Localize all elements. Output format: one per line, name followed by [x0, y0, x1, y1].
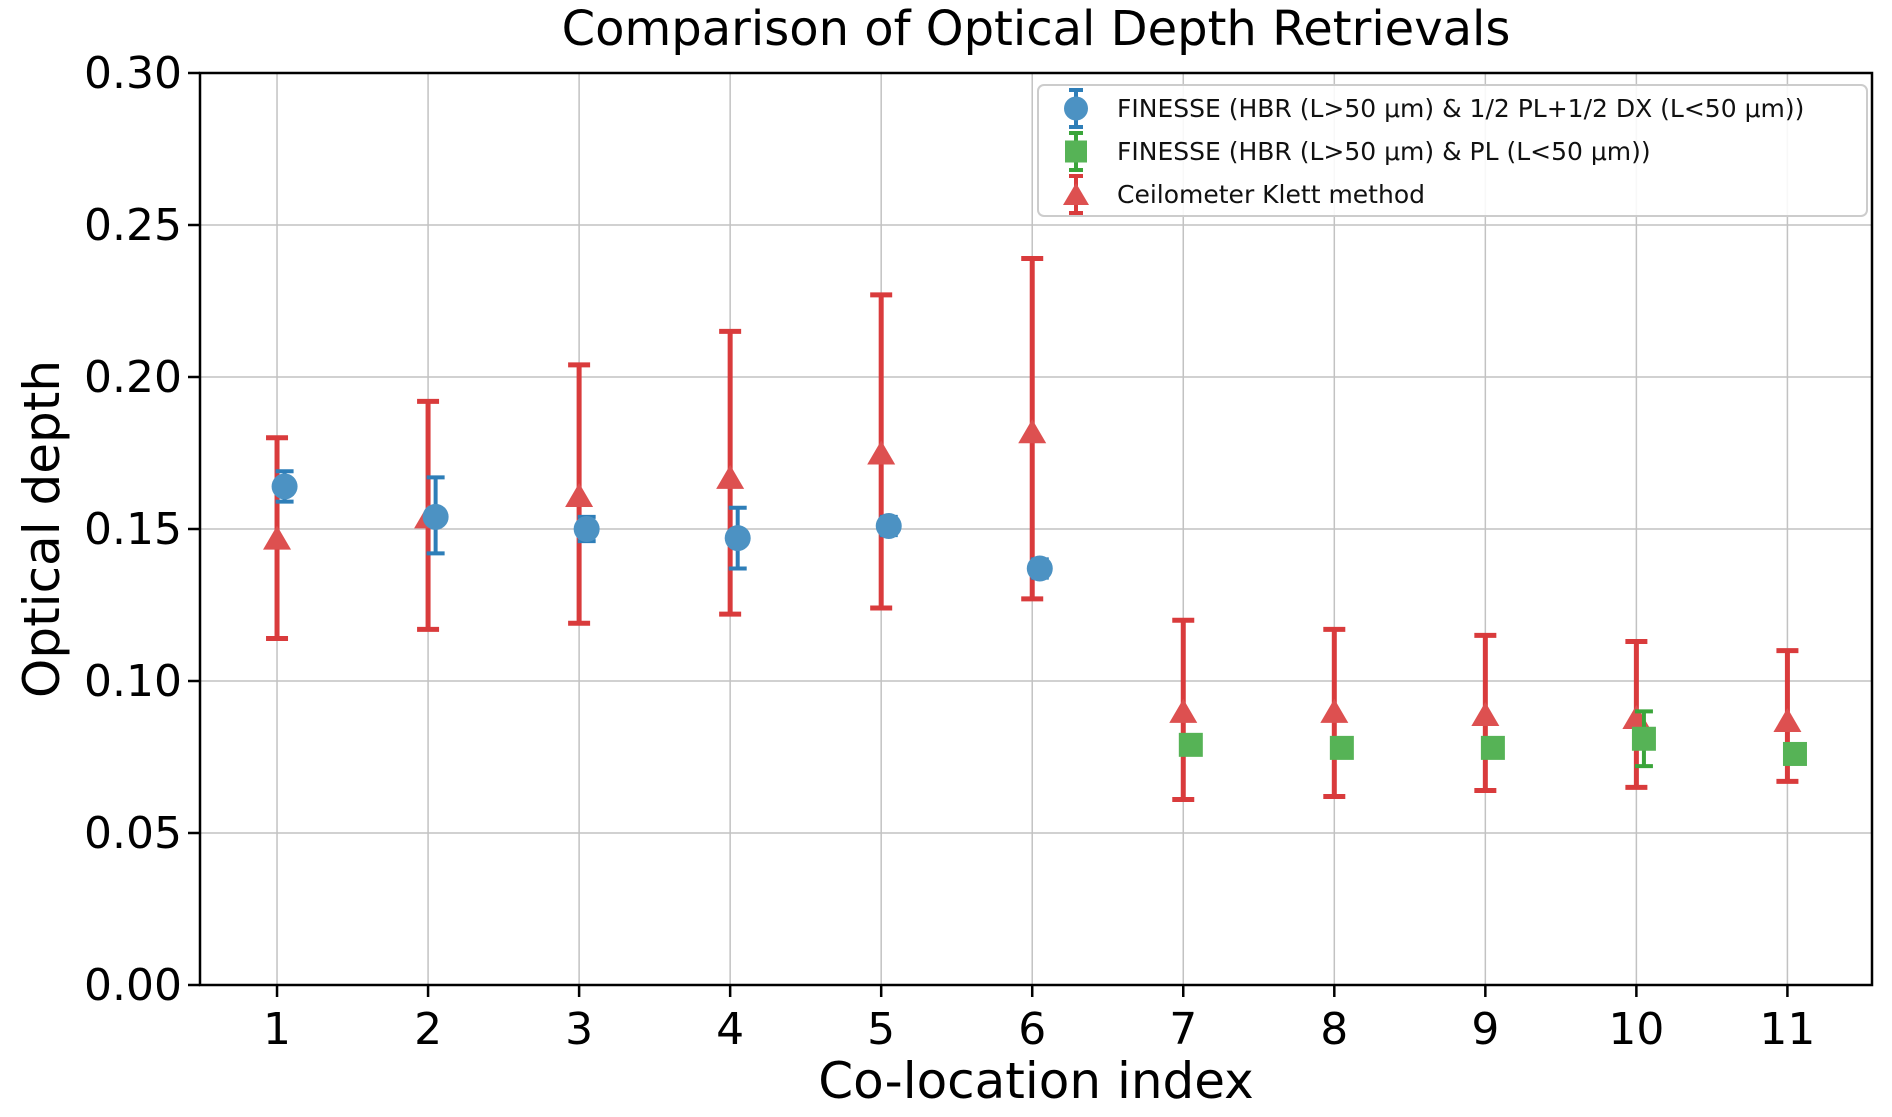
y-axis-label: Optical depth: [13, 359, 71, 699]
marker-square: [1480, 735, 1505, 760]
x-tick-label: 11: [1759, 1004, 1815, 1055]
marker-circle: [724, 525, 751, 552]
marker-circle: [1026, 555, 1053, 582]
x-tick-label: 8: [1320, 1004, 1348, 1055]
y-tick-label: 0.10: [84, 656, 182, 707]
x-tick-label: 4: [716, 1004, 744, 1055]
legend-label: FINESSE (HBR (L>50 μm) & 1/2 PL+1/2 DX (…: [1117, 94, 1805, 123]
x-tick-label: 9: [1471, 1004, 1499, 1055]
legend-row-ceilometer-klett: Ceilometer Klett method: [1053, 173, 1866, 216]
marker-square: [1782, 741, 1807, 766]
marker-triangle: [1320, 698, 1349, 723]
marker-square: [1329, 735, 1354, 760]
errorbar-circle-marker-icon: [1064, 88, 1088, 129]
marker-triangle: [1018, 419, 1047, 444]
marker-triangle: [1773, 708, 1802, 733]
legend-label: Ceilometer Klett method: [1117, 180, 1425, 209]
legend: FINESSE (HBR (L>50 μm) & 1/2 PL+1/2 DX (…: [1037, 84, 1868, 217]
x-tick-label: 5: [867, 1004, 895, 1055]
marker-circle: [271, 473, 298, 500]
x-tick-label: 3: [565, 1004, 593, 1055]
errorbar-triangle-marker-icon: [1063, 174, 1089, 215]
marker-triangle: [1471, 701, 1500, 726]
y-tick-label: 0.05: [84, 808, 182, 859]
marker-circle: [422, 503, 449, 530]
legend-row-finesse-hbr-pl-dx: FINESSE (HBR (L>50 μm) & 1/2 PL+1/2 DX (…: [1053, 87, 1866, 130]
y-tick-label: 0.30: [84, 48, 182, 99]
x-tick-label: 6: [1018, 1004, 1046, 1055]
y-tick-label: 0.00: [84, 960, 182, 1011]
x-tick-label: 10: [1608, 1004, 1664, 1055]
x-tick-label: 1: [263, 1004, 291, 1055]
marker-triangle: [565, 483, 594, 508]
x-tick-label: 2: [414, 1004, 442, 1055]
marker-square: [1178, 732, 1203, 757]
y-tick-label: 0.25: [84, 200, 182, 251]
marker-triangle: [1622, 704, 1651, 729]
marker-circle: [573, 516, 600, 542]
marker-triangle: [1169, 698, 1198, 723]
x-axis-label: Co-location index: [818, 1052, 1254, 1110]
y-tick-label: 0.15: [84, 504, 182, 555]
y-tick-label: 0.20: [84, 352, 182, 403]
chart-title: Comparison of Optical Depth Retrievals: [561, 1, 1511, 57]
marker-triangle: [263, 525, 292, 550]
errorbar-square-marker-icon: [1065, 131, 1087, 172]
legend-label: FINESSE (HBR (L>50 μm) & PL (L<50 μm)): [1117, 137, 1651, 166]
marker-triangle: [716, 464, 745, 489]
marker-square: [1631, 726, 1656, 751]
x-tick-label: 7: [1169, 1004, 1197, 1055]
legend-row-finesse-hbr-pl: FINESSE (HBR (L>50 μm) & PL (L<50 μm)): [1053, 130, 1866, 173]
marker-triangle: [867, 440, 896, 465]
marker-circle: [875, 512, 902, 539]
